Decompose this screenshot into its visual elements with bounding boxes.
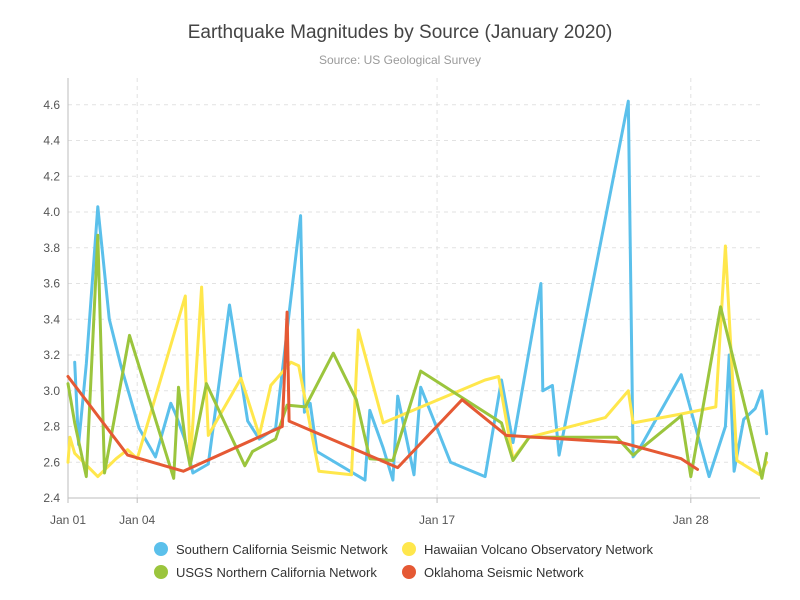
axis-layer: 2.4 2.6 2.8 3.0 3.2 3.4 3.6 3.8 4.0 4.2 4.4 4.6 Jan … xyxy=(43,78,760,527)
x-tick-label: Jan 28 xyxy=(673,513,709,527)
legend-label-usgs-northern-california-network: USGS Northern California Network xyxy=(176,565,377,580)
y-tick-label: 2.8 xyxy=(43,420,60,434)
y-tick-label: 4.6 xyxy=(43,98,60,112)
series-line-usgs-northern-california-network xyxy=(66,233,769,480)
legend-label-oklahoma-seismic-network: Oklahoma Seismic Network xyxy=(424,565,584,580)
series-line-hawaiian-volcano-observatory-network xyxy=(66,244,769,479)
y-tick-label: 4.4 xyxy=(43,134,60,148)
legend: Southern California Seismic Network Hawai… xyxy=(154,542,654,580)
chart-title: Earthquake Magnitudes by Source (January… xyxy=(188,22,613,43)
y-tick-label: 3.0 xyxy=(43,384,60,398)
y-tick-label: 3.8 xyxy=(43,241,60,255)
y-tick-label: 4.0 xyxy=(43,205,60,219)
series-layer xyxy=(66,99,769,482)
y-tick-label: 3.4 xyxy=(43,312,60,326)
y-tick-label: 2.4 xyxy=(43,491,60,505)
x-tick-label: Jan 17 xyxy=(419,513,455,527)
y-tick-label: 4.2 xyxy=(43,169,60,183)
grid-layer xyxy=(68,78,760,498)
legend-swatch-oklahoma-seismic-network xyxy=(402,565,416,579)
legend-swatch-usgs-northern-california-network xyxy=(154,565,168,579)
x-tick-label: Jan 01 xyxy=(50,513,86,527)
x-tick-label: Jan 04 xyxy=(119,513,155,527)
y-tick-label: 3.6 xyxy=(43,277,60,291)
series-line-oklahoma-seismic-network xyxy=(66,310,699,473)
legend-label-southern-california-seismic-network: Southern California Seismic Network xyxy=(176,542,388,557)
legend-swatch-southern-california-seismic-network xyxy=(154,542,168,556)
y-tick-label: 2.6 xyxy=(43,455,60,469)
legend-label-hawaiian-volcano-observatory-network: Hawaiian Volcano Observatory Network xyxy=(424,542,654,557)
chart-subtitle: Source: US Geological Survey xyxy=(319,53,481,67)
y-tick-label: 3.2 xyxy=(43,348,60,362)
series-line-southern-california-seismic-network xyxy=(73,99,769,482)
legend-swatch-hawaiian-volcano-observatory-network xyxy=(402,542,416,556)
